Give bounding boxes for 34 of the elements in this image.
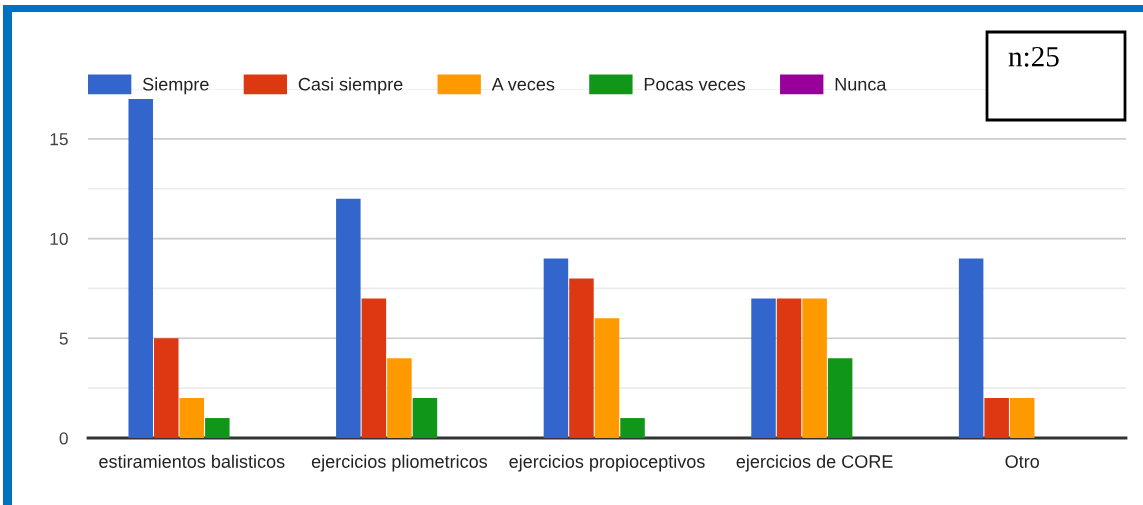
bar (1009, 398, 1035, 438)
bar (387, 358, 412, 438)
x-tick-label: ejercicios propioceptivos (509, 454, 705, 472)
bar (336, 198, 361, 438)
bar (594, 318, 620, 438)
bar (802, 298, 827, 438)
x-tick-label: ejercicios de CORE (736, 454, 893, 472)
bar (776, 298, 802, 438)
x-tick-label: estiramientos balisticos (99, 454, 285, 468)
y-tick-label: 0 (59, 432, 68, 445)
bar (620, 418, 645, 438)
legend-label: Pocas veces (644, 78, 746, 91)
y-tick-label: 15 (50, 133, 68, 146)
bar (179, 398, 205, 438)
legend-label: A veces (491, 78, 555, 91)
bar (205, 418, 230, 438)
bar (827, 358, 853, 438)
legend-label: Nunca (835, 78, 887, 91)
x-tick-label: Otro (1005, 455, 1039, 468)
y-tick-label: 5 (59, 332, 68, 345)
bar (958, 258, 984, 438)
bar (128, 98, 153, 438)
legend-label: Siempre (142, 77, 209, 95)
bar (412, 398, 438, 438)
bar (984, 398, 1009, 438)
bar (154, 338, 179, 438)
bar (361, 298, 387, 438)
bar (569, 278, 594, 438)
text: n:25 (1008, 46, 1059, 67)
x-tick-label: ejercicios pliometricos (311, 454, 488, 472)
bar (751, 298, 776, 438)
y-tick-label: 10 (50, 232, 68, 246)
bar (543, 258, 569, 438)
legend-label: Casi siempre (298, 77, 403, 95)
